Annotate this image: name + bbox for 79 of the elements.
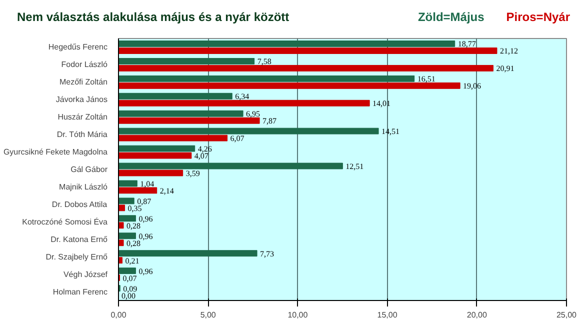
data-label: 0,96 xyxy=(138,214,153,224)
bar xyxy=(118,198,134,204)
data-label: 7,58 xyxy=(257,57,272,66)
data-label: 6,34 xyxy=(235,92,250,102)
y-tick-label: Végh József xyxy=(63,270,108,279)
data-label: 4,07 xyxy=(194,152,208,161)
bar xyxy=(118,117,260,124)
bar xyxy=(118,232,136,240)
bar xyxy=(118,187,158,194)
x-tick-label: 15,00 xyxy=(377,310,398,320)
bar xyxy=(118,64,494,72)
bar xyxy=(118,75,415,82)
data-label: 2,14 xyxy=(160,186,174,196)
data-label: 0,21 xyxy=(125,256,140,266)
y-tick-label: Holman Ferenc xyxy=(52,287,108,296)
bar xyxy=(118,48,498,54)
data-label: 4,26 xyxy=(198,144,212,154)
data-label: 20,91 xyxy=(496,64,514,74)
data-label: 0,09 xyxy=(123,284,138,294)
data-label: 6,95 xyxy=(246,110,260,119)
x-tick-label: 0,00 xyxy=(110,310,127,320)
bar xyxy=(118,162,343,170)
bar xyxy=(118,134,228,142)
bar xyxy=(118,40,456,47)
data-label: 12,51 xyxy=(346,162,364,172)
data-label: 14,01 xyxy=(372,99,391,108)
data-label: 7,73 xyxy=(260,249,274,258)
bar xyxy=(118,110,244,117)
bar xyxy=(118,250,258,257)
bar xyxy=(118,128,379,134)
data-label: 7,87 xyxy=(262,116,277,126)
data-label: 6,07 xyxy=(230,134,244,144)
bar xyxy=(118,222,124,229)
data-label: 0,35 xyxy=(128,204,142,213)
bar xyxy=(118,268,136,274)
bar xyxy=(118,215,136,222)
data-label: 1,04 xyxy=(140,179,154,188)
x-tick-label: 25,00 xyxy=(556,310,578,320)
data-label: 0,87 xyxy=(137,196,152,206)
data-label: 19,06 xyxy=(463,82,482,91)
y-tick-label: Dr. Tóth Mária xyxy=(56,130,108,140)
y-tick-label: Mezőfi Zoltán xyxy=(59,78,108,87)
bar xyxy=(118,240,124,246)
bar xyxy=(118,204,126,212)
data-label: 18,77 xyxy=(458,40,476,49)
x-tick-label: 10,00 xyxy=(288,310,308,320)
data-label: 21,12 xyxy=(500,46,518,56)
y-tick-label: Huszár Zoltán xyxy=(58,112,108,122)
chart-title: Nem választás alakulása május és a nyár között xyxy=(17,9,290,26)
data-label: 0,07 xyxy=(122,274,137,283)
data-label: 0,28 xyxy=(126,221,141,230)
data-label: 0,96 xyxy=(138,232,153,241)
x-tick-label: 5,00 xyxy=(200,310,216,320)
y-tick-label: Majnik László xyxy=(59,182,108,192)
y-tick-label: Fodor László xyxy=(61,60,108,70)
bar xyxy=(118,180,138,187)
bar xyxy=(118,145,196,152)
y-tick-label: Jávorka János xyxy=(56,95,108,104)
data-label: 14,51 xyxy=(382,127,400,136)
data-label: 0,28 xyxy=(126,238,141,248)
data-label: 3,59 xyxy=(186,168,200,178)
x-tick-label: 20,00 xyxy=(466,310,488,320)
y-tick-label: Gál Gábor xyxy=(70,165,108,174)
bar xyxy=(118,82,460,89)
y-tick-label: Hegedűs Ferenc xyxy=(48,42,108,52)
bar xyxy=(118,152,192,159)
series-label: Zöld=Május xyxy=(418,10,484,24)
bar xyxy=(118,170,184,176)
text: Piros=Nyár xyxy=(506,10,570,24)
y-tick-label: Dr. Dobos Attila xyxy=(52,200,108,209)
y-tick-label: Kotroczóné Somosi Éva xyxy=(22,217,108,226)
y-tick-label: Gyurcsikné Fekete Magdolna xyxy=(3,148,108,157)
bar xyxy=(118,58,255,64)
data-label: 0,96 xyxy=(138,266,153,276)
y-tick-label: Dr. Katona Ernő xyxy=(50,234,108,244)
data-label: 16,51 xyxy=(417,74,436,84)
bar xyxy=(118,92,232,100)
bar xyxy=(118,100,370,106)
y-tick-label: Dr. Szajbely Ernő xyxy=(46,252,108,262)
